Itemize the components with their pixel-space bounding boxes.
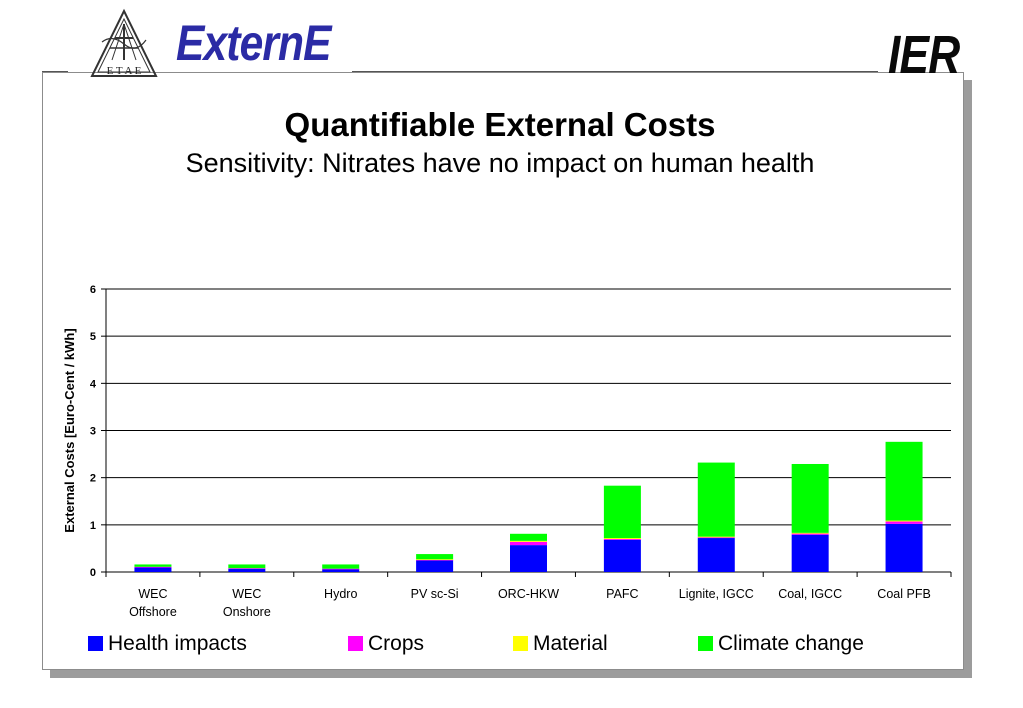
bar-5-health-impacts — [603, 539, 641, 572]
x-tick-label-0: WEC — [138, 587, 167, 601]
slide-title: Quantifiable External Costs — [284, 106, 716, 143]
bar-1-climate-change — [228, 564, 266, 569]
bar-0-health-impacts — [134, 567, 172, 572]
externe-wordmark: ExternE — [176, 15, 332, 71]
legend-label-climate-change: Climate change — [718, 632, 864, 655]
bar-8-crops — [885, 521, 923, 524]
x-tick-label-4: ORC-HKW — [498, 587, 559, 601]
x-tick-label-0-line2: Offshore — [129, 605, 177, 619]
legend-swatch-climate-change — [698, 636, 713, 651]
y-tick-label-2: 2 — [90, 473, 96, 485]
y-tick-label-3: 3 — [90, 426, 96, 438]
bar-0-crops — [134, 566, 172, 568]
bar-7-material — [791, 532, 829, 534]
bar-5-crops — [603, 538, 641, 540]
bar-3-material — [416, 559, 454, 561]
etae-logo-lettering: E T A E — [107, 65, 142, 77]
x-tick-label-2: Hydro — [324, 587, 357, 601]
legend-swatch-material — [513, 636, 528, 651]
x-tick-label-5: PAFC — [606, 587, 638, 601]
bar-6-material — [697, 536, 735, 538]
legend-swatch-crops — [348, 636, 363, 651]
x-tick-label-1-line2: Onshore — [223, 605, 271, 619]
legend-item-crops: Crops — [348, 632, 424, 656]
bar-7-health-impacts — [791, 534, 829, 572]
legend-label-material: Material — [533, 632, 608, 655]
bar-4-climate-change — [510, 533, 547, 541]
bar-0-climate-change — [134, 564, 172, 567]
x-tick-label-7: Coal, IGCC — [778, 587, 842, 601]
header-rule-mid — [352, 71, 878, 72]
bar-3-crops — [416, 559, 454, 561]
bar-6-crops — [697, 537, 735, 539]
bar-2-climate-change — [322, 564, 360, 569]
bar-3-climate-change — [416, 554, 454, 560]
legend-item-material: Material — [513, 632, 608, 656]
etae-logo: E T A E — [90, 8, 158, 77]
header-rule-left — [42, 71, 68, 72]
x-tick-label-3: PV sc-Si — [411, 587, 459, 601]
x-tick-label-8: Coal PFB — [877, 587, 931, 601]
bar-2-health-impacts — [322, 569, 360, 572]
bar-4-crops — [510, 541, 547, 546]
ier-logo: IER — [888, 25, 960, 85]
bar-3-health-impacts — [416, 560, 454, 572]
x-tick-label-1: WEC — [232, 587, 261, 601]
bar-5-material — [603, 538, 641, 539]
bar-1-crops — [228, 568, 266, 570]
y-tick-label-5: 5 — [90, 331, 96, 343]
legend-swatch-health-impacts — [88, 636, 103, 651]
bar-7-climate-change — [791, 463, 829, 533]
bar-5-climate-change — [603, 485, 641, 539]
y-tick-label-6: 6 — [90, 284, 96, 296]
bar-2-crops — [322, 568, 360, 570]
y-tick-label-1: 1 — [90, 520, 96, 532]
bar-8-material — [885, 520, 923, 522]
legend-label-crops: Crops — [368, 632, 425, 655]
bar-4-health-impacts — [510, 545, 547, 572]
legend-item-health-impacts: Health impacts — [88, 632, 247, 656]
bar-6-health-impacts — [697, 538, 735, 572]
legend-item-climate-change: Climate change — [698, 632, 864, 656]
bar-8-health-impacts — [885, 523, 923, 572]
y-tick-label-0: 0 — [90, 567, 96, 579]
legend-label-health-impacts: Health impacts — [108, 632, 247, 655]
bar-8-climate-change — [885, 441, 923, 521]
chart-legend: Health impacts Crops Material Climate ch… — [0, 632, 1000, 656]
stacked-bar-chart: 0 1 2 3 4 5 6 External Costs [Euro-Cent / kWh] W… — [62, 284, 952, 619]
y-axis-label: External Costs [Euro-Cent / kWh] — [62, 328, 77, 532]
x-tick-label-6: Lignite, IGCC — [679, 587, 754, 601]
bar-1-health-impacts — [228, 568, 266, 572]
bar-7-crops — [791, 533, 829, 535]
slide-subtitle: Sensitivity: Nitrates have no impact on … — [185, 148, 815, 178]
y-tick-label-4: 4 — [90, 378, 97, 390]
bar-4-material — [510, 540, 547, 542]
bar-6-climate-change — [697, 462, 735, 537]
